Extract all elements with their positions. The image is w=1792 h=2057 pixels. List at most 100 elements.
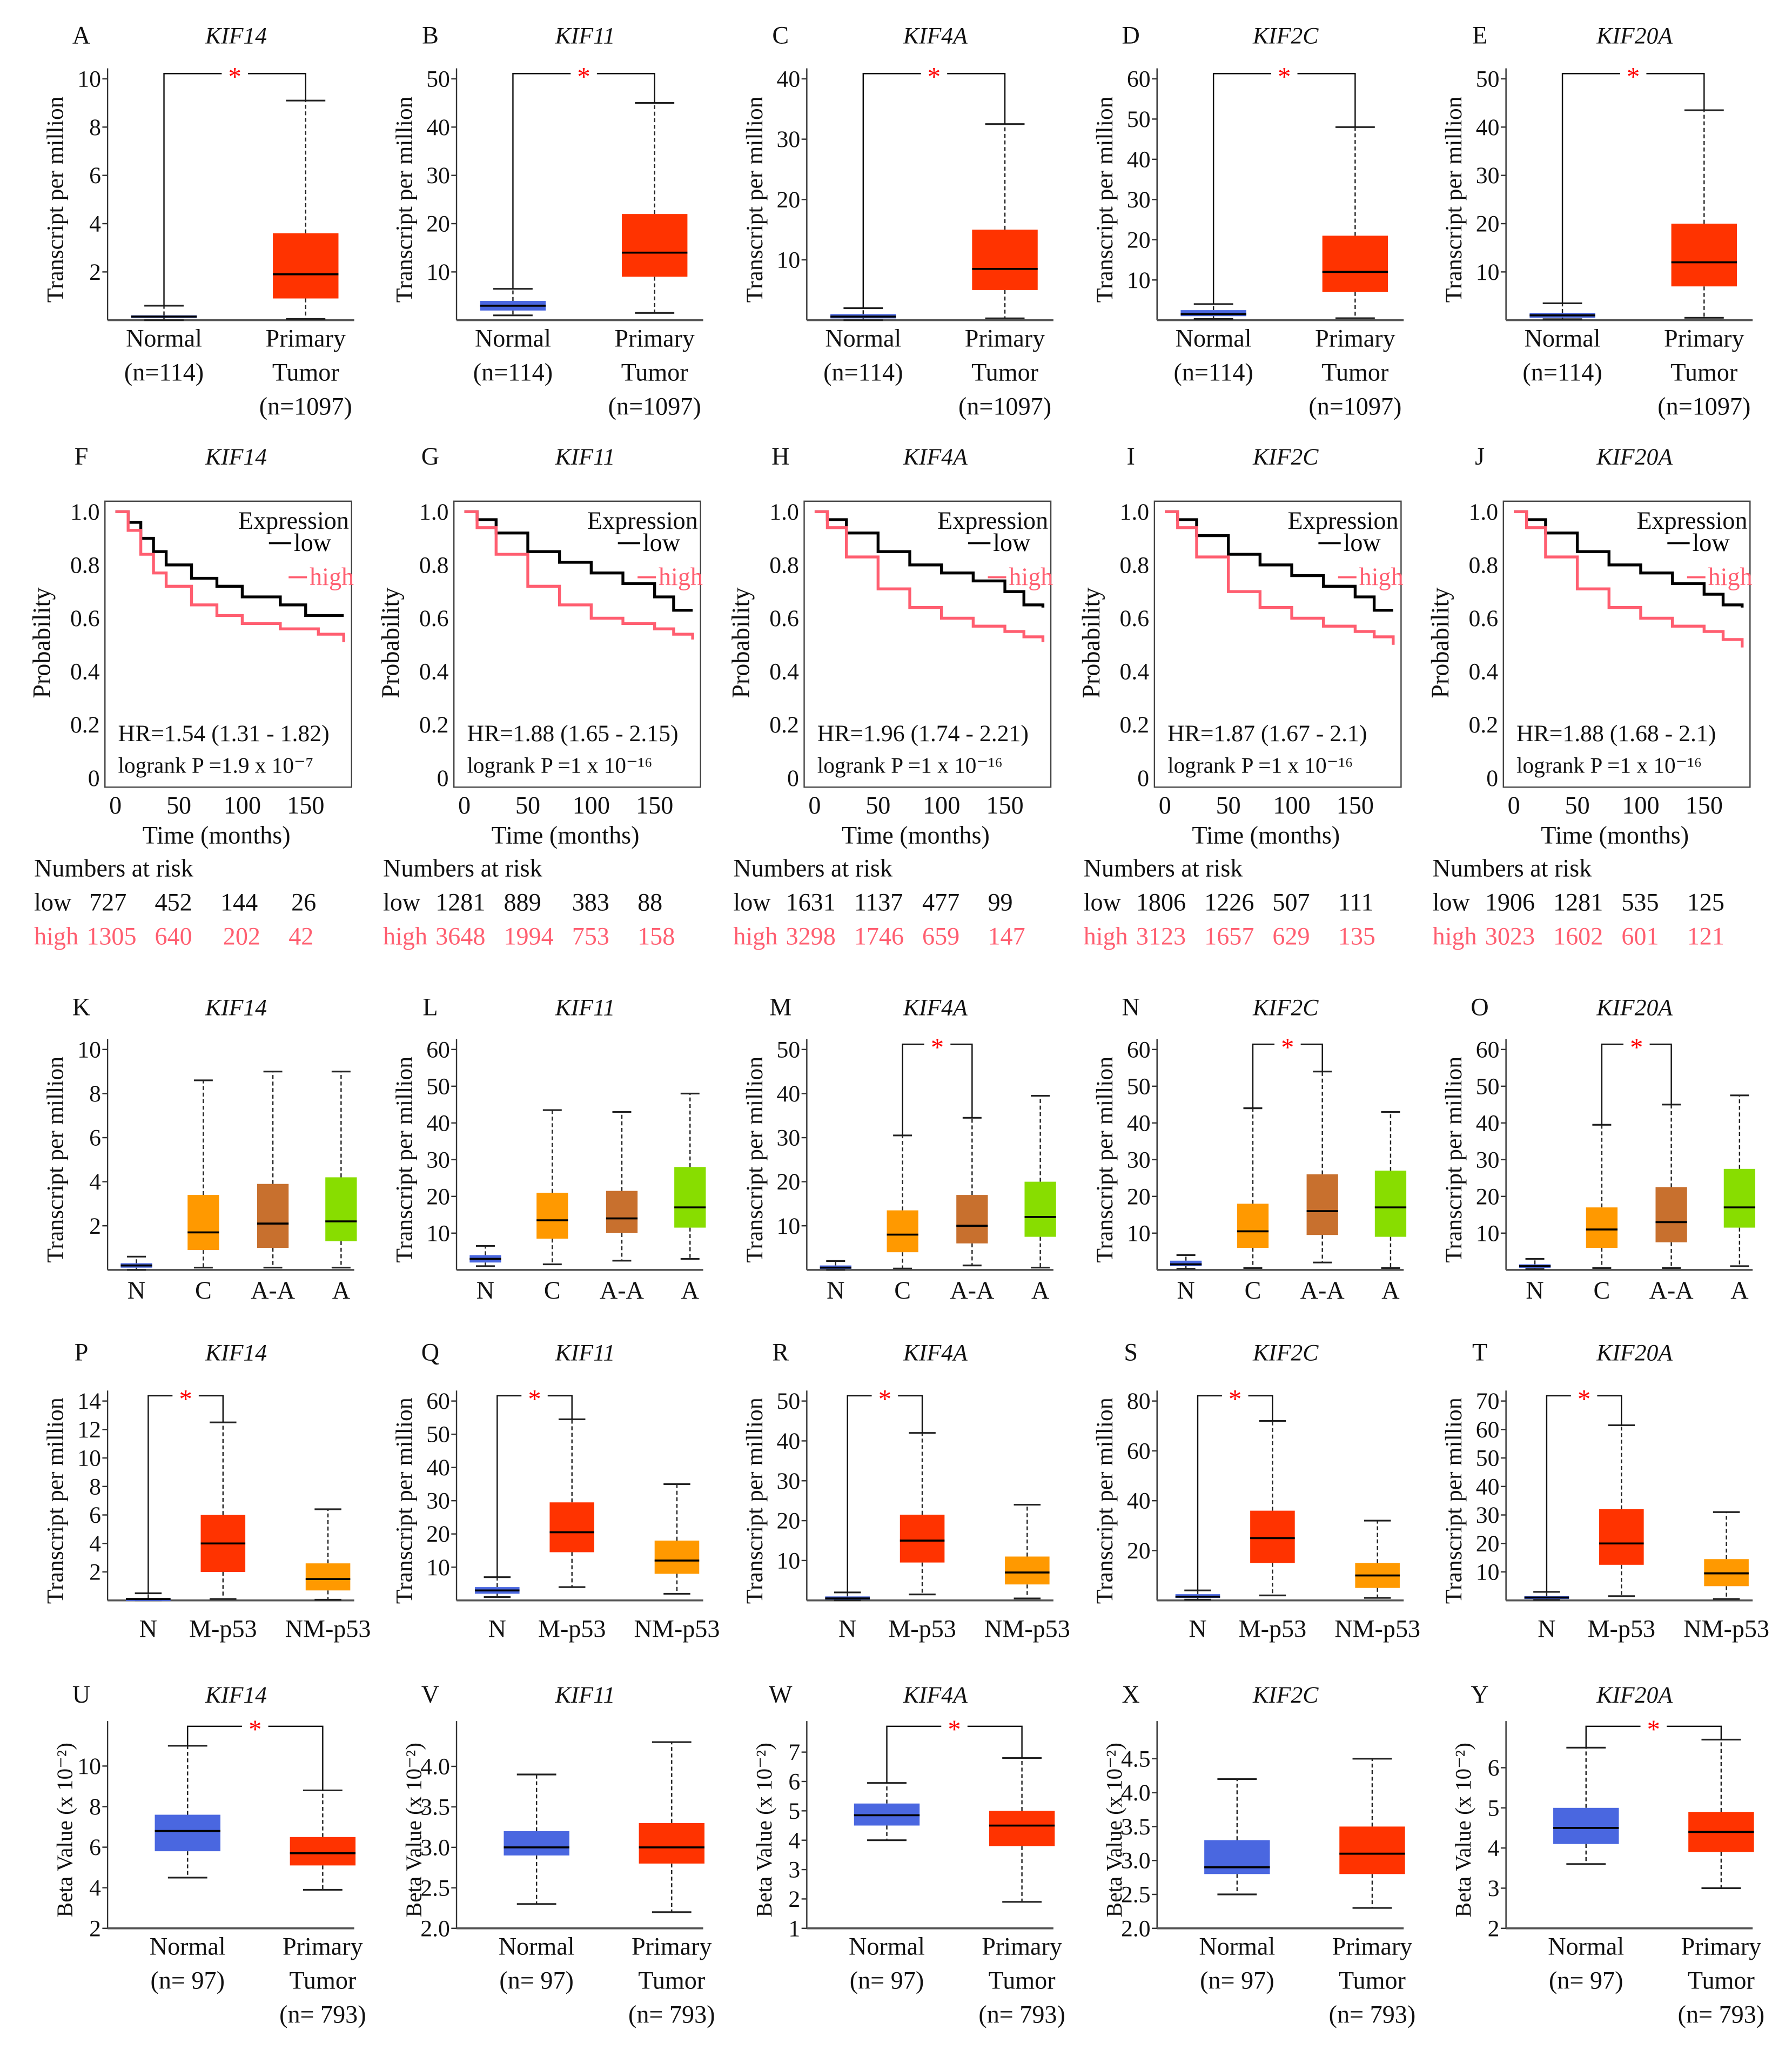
y-tick-label: 2 (89, 1213, 101, 1239)
risk-value: 1657 (1204, 923, 1254, 950)
significance-star: * (1281, 1033, 1294, 1062)
y-tick-label: 8 (89, 1474, 101, 1500)
category-label: A (1031, 1276, 1049, 1304)
y-tick-label: 1.0 (419, 499, 449, 525)
legend-label-low: low (294, 529, 332, 556)
y-tick-label: 60 (1127, 1438, 1151, 1464)
significance-star: * (878, 1384, 891, 1414)
y-tick-label: 40 (1127, 146, 1151, 172)
category-label: N (1538, 1615, 1555, 1643)
category-label: N (127, 1276, 145, 1304)
significance-bracket-left (1601, 1043, 1623, 1125)
y-tick-label: 30 (1476, 1502, 1500, 1528)
y-tick-label: 60 (1476, 1417, 1500, 1443)
category-label: A-A (950, 1276, 994, 1304)
y-tick-label: 0.4 (1120, 659, 1150, 685)
km-curve-low (1165, 510, 1393, 612)
y-tick-label: 10 (426, 259, 450, 285)
x-tick-label: 150 (1337, 791, 1374, 819)
y-tick-label: 2 (89, 259, 101, 285)
category-label: M-p53 (888, 1615, 956, 1643)
box-1 (1586, 1124, 1618, 1269)
y-tick-label: 20 (1476, 211, 1500, 237)
risk-value: 1137 (854, 888, 903, 916)
y-tick-label: 1.0 (1468, 499, 1498, 525)
category-label: (n= 97) (151, 1966, 225, 1994)
risk-value: 1226 (1204, 888, 1254, 916)
box-0 (854, 1782, 920, 1841)
y-tick-label: 80 (1127, 1388, 1151, 1414)
category-label: (n=114) (473, 358, 553, 386)
y-tick-label: 40 (1476, 1110, 1500, 1136)
panel-letter: H (771, 442, 789, 470)
category-label: Tumor (1688, 1966, 1755, 1994)
panel-d: D KIF2C Transcript per million 10 20 30 40 50 60… (1092, 21, 1404, 420)
y-tick-label: 30 (426, 1147, 450, 1173)
chart-title: KIF11 (555, 444, 615, 470)
y-axis-label: Probability (377, 588, 404, 698)
box-1 (549, 1418, 595, 1588)
chart-title: KIF14 (205, 1682, 267, 1708)
panel-letter: Q (421, 1338, 439, 1366)
category-label: (n=114) (823, 358, 903, 386)
significance-star: * (928, 62, 941, 91)
panel-f: F KIF14 Probability 0 0.2 0.4 0.6 0.8 1.0 0 50 100 1… (28, 442, 354, 950)
y-tick-label: 0.8 (1468, 552, 1498, 578)
x-tick-label: 0 (109, 791, 122, 819)
y-tick-label: 30 (1476, 1147, 1500, 1173)
risk-value: 1281 (1553, 888, 1603, 916)
panel-o: O KIF20A Transcript per million 10 20 30 40 50 6… (1441, 993, 1756, 1304)
y-tick-label: 50 (1127, 106, 1151, 132)
km-curve-high (464, 510, 694, 640)
risk-value: 3123 (1136, 923, 1186, 950)
box-iqr (1204, 1840, 1270, 1874)
panel-y: Y KIF20A Beta Value (x 10⁻²) 2 3 4 5 6 Normal (n=… (1451, 1680, 1764, 2028)
category-label: Primary (1664, 324, 1744, 352)
box-0 (1519, 1258, 1551, 1270)
panel-letter: P (75, 1338, 89, 1366)
category-label: Normal (150, 1932, 226, 1960)
y-tick-label: 5 (1488, 1795, 1500, 1821)
y-axis-label: Transcript per million (391, 1057, 417, 1263)
panel-letter: G (421, 442, 439, 470)
km-curve-low (115, 510, 344, 617)
risk-value: 3023 (1485, 923, 1535, 950)
panel-letter: L (422, 993, 438, 1021)
chart-title: KIF2C (1252, 1340, 1319, 1366)
chart-title: KIF11 (555, 23, 615, 49)
legend-label-high: high (310, 563, 354, 590)
box-iqr (1180, 310, 1246, 317)
box-2 (1704, 1511, 1749, 1600)
box-1 (290, 1789, 356, 1891)
panel-i: I KIF2C Probability 0 0.2 0.4 0.6 0.8 1.0 0 50 100 1… (1077, 442, 1404, 950)
km-curve-low (1514, 510, 1744, 608)
risk-value: 601 (1621, 923, 1659, 950)
category-label: (n= 793) (1329, 2001, 1416, 2028)
y-tick-label: 50 (777, 1388, 801, 1414)
box-0 (475, 1576, 520, 1598)
y-tick-label: 20 (1476, 1531, 1500, 1557)
category-label: N (1189, 1615, 1206, 1643)
risk-value: 383 (572, 888, 609, 916)
category-label: NM-p53 (285, 1615, 371, 1643)
y-tick-label: 0.4 (1468, 659, 1498, 685)
y-tick-label: 10 (1476, 259, 1500, 285)
box-1 (639, 1741, 704, 1913)
category-label: Primary (1681, 1932, 1762, 1960)
x-axis-label: Time (months) (1192, 822, 1340, 849)
category-label: A-A (1300, 1276, 1345, 1304)
risk-row-label: high (383, 923, 427, 950)
box-0 (830, 307, 896, 321)
y-tick-label: 6 (89, 163, 101, 189)
significance-bracket-right (1597, 1395, 1622, 1426)
y-tick-label: 40 (777, 66, 801, 92)
logrank-p: logrank P =1 x 10⁻¹⁶ (467, 752, 652, 777)
category-label: (n= 97) (1549, 1966, 1623, 1994)
box-1 (887, 1134, 918, 1269)
x-tick-label: 100 (573, 791, 610, 819)
y-axis-label: Transcript per million (742, 1057, 768, 1263)
chart-title: KIF20A (1596, 23, 1673, 49)
panel-x: X KIF2C Beta Value (x 10⁻²)2.0 2.5 3.0 3.5 4.0… (1102, 1680, 1415, 2028)
